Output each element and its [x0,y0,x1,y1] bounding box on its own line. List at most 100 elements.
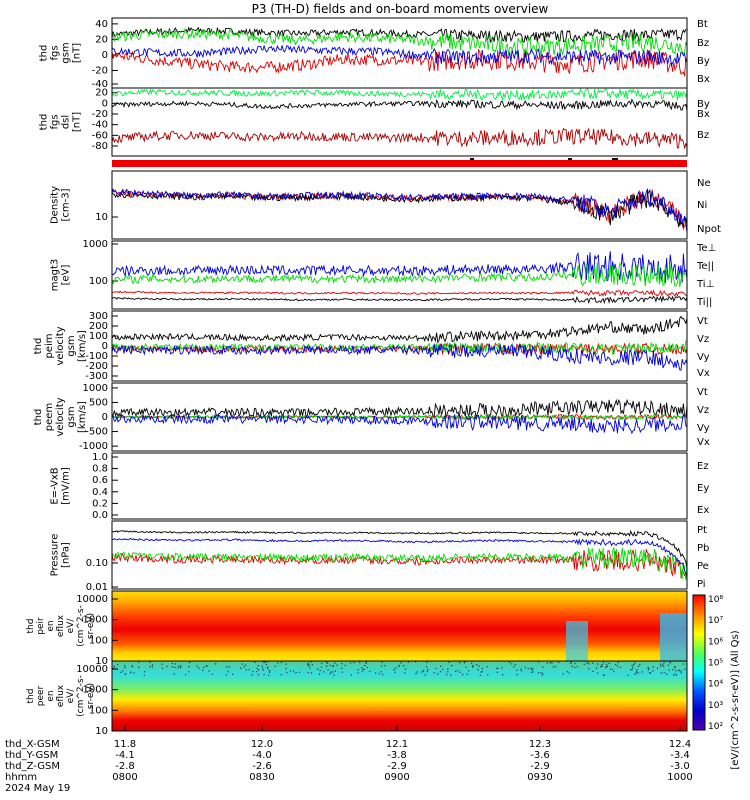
spectrogram-dot [357,669,359,671]
spectrogram-dot [674,673,676,675]
colorbar-tick-label: 10⁶ [708,637,723,647]
x-tick-label: -2.6 [252,761,272,772]
y-axis-label: peem [44,403,55,431]
spectrogram-dot [531,669,533,671]
spectrogram-dot [668,669,670,671]
panel-temperature: 1000 100 Te⊥ Te|| Ti⊥ Ti|| magt3 [eV] [50,239,716,310]
status-mark [470,158,474,160]
x-tick-label: 12.0 [251,739,273,750]
y-axis-label: sr-eV) [86,683,96,709]
spectrogram-dot [298,671,300,673]
spectrogram-dot [541,674,543,676]
spectrogram-dot [631,669,633,671]
spectrogram-dot [439,671,442,673]
spectrogram-dot [215,663,217,665]
spectrogram-dot [648,672,651,674]
spectrogram-dot [398,664,400,667]
y-axis-label: E=-VxB [50,467,61,504]
y-tick-label: 300 [89,311,108,322]
y-tick-label: -300 [85,371,108,382]
colorbar-tick-label: 10³ [708,701,723,711]
spectrogram-dot [501,667,503,669]
spectrogram-dot [569,662,572,664]
series-line-Vt [111,398,688,419]
series-line-Npot [111,188,688,233]
y-tick-label: 0.01 [86,582,108,593]
spectrogram-dot [636,670,638,673]
spectrogram-dot [189,661,191,664]
y-tick-label: -500 [85,427,108,438]
spectrogram-dot [447,671,449,673]
colorbar-label: [eV/(cm^2-s-sr-eV)] (All Qs) [730,630,741,769]
spectrogram-dot [180,666,182,669]
spectrogram-dot [174,663,176,665]
spectrogram-dot [472,666,474,668]
spectrogram-dot [427,669,429,671]
spectrogram-dot [513,666,515,668]
spectrogram-dot [375,672,377,674]
spectrogram-dot [241,663,243,665]
spectrogram-dot [437,673,439,675]
spectrogram-dot [332,665,334,667]
x-row-label-thd_X-GSM: thd_X-GSM [5,739,60,750]
spectrogram-dot [680,670,682,672]
spectrogram-dot [277,662,279,664]
y-axis-label: eflux [56,684,66,707]
spectrogram-dot [619,666,621,668]
spectrogram-dot [341,663,343,665]
y-tick-label: 10 [95,726,108,737]
spectrogram-dot [307,664,309,666]
spectrogram-dot [394,671,396,673]
series-line-Vx [111,342,688,371]
spectrogram-dot [516,674,518,676]
y-tick-label: -40 [92,79,108,90]
spectrogram-dot [292,670,295,672]
series-line-Bz [111,127,688,149]
x-tick-label: 11.8 [114,739,136,750]
spectrogram-dot [596,672,599,674]
y-tick-label: 10 [95,656,108,667]
spectrogram-dot [636,669,638,671]
legend-Bx: Bx [697,109,710,120]
colorbar: 10⁸ 10⁷ 10⁶ 10⁵ 10⁴ 10³ 10² [eV/(cm^2-s-sr-eV)]… [692,594,741,770]
spectrogram-dot [583,663,585,665]
legend-Vz: Vz [697,334,709,345]
spectrogram-dot [632,667,634,669]
spectrogram-dot [329,664,331,666]
spectrogram-dot [202,669,204,671]
spectrogram-dot [256,667,258,670]
spectrogram-dot [609,668,612,670]
spectrogram-dot [667,664,669,666]
panel-frame [111,240,688,310]
spectrogram-dot [274,665,276,667]
y-tick-label: 1000 [83,615,108,626]
y-tick-label: 10 [95,212,108,223]
y-axis-label: gsm [66,406,77,427]
x-row-label-hhmm: hhmm [5,772,37,783]
spectrogram-dot [365,662,367,664]
x-tick-label: -4.1 [115,750,135,761]
series-line-Bx [111,98,688,111]
spectrogram-dot [178,665,180,667]
legend-Vt: Vt [697,316,708,327]
spectrogram-dot [600,666,602,668]
x-tick-label: 12.1 [386,739,408,750]
spectrogram-dot [162,667,164,670]
spectrogram-dot [366,666,368,669]
spectrogram-dot [256,671,258,673]
spectrogram-dot [404,672,406,674]
spectrogram-dot [426,666,428,668]
spectrogram-dot [650,672,652,674]
spectrogram-dot [171,666,174,668]
y-tick-label: 0.4 [92,487,108,498]
legend-Ni: Ni [697,200,707,211]
spectrogram-dot [323,671,325,673]
y-tick-label: -200 [85,361,108,372]
spectrogram-dot [608,662,610,664]
spectrogram-dot [647,667,649,669]
y-axis-label: fgs [50,114,61,129]
spectrogram-dot [340,667,343,669]
spectrogram-dot [359,661,361,663]
spectrogram-dot [647,669,649,671]
